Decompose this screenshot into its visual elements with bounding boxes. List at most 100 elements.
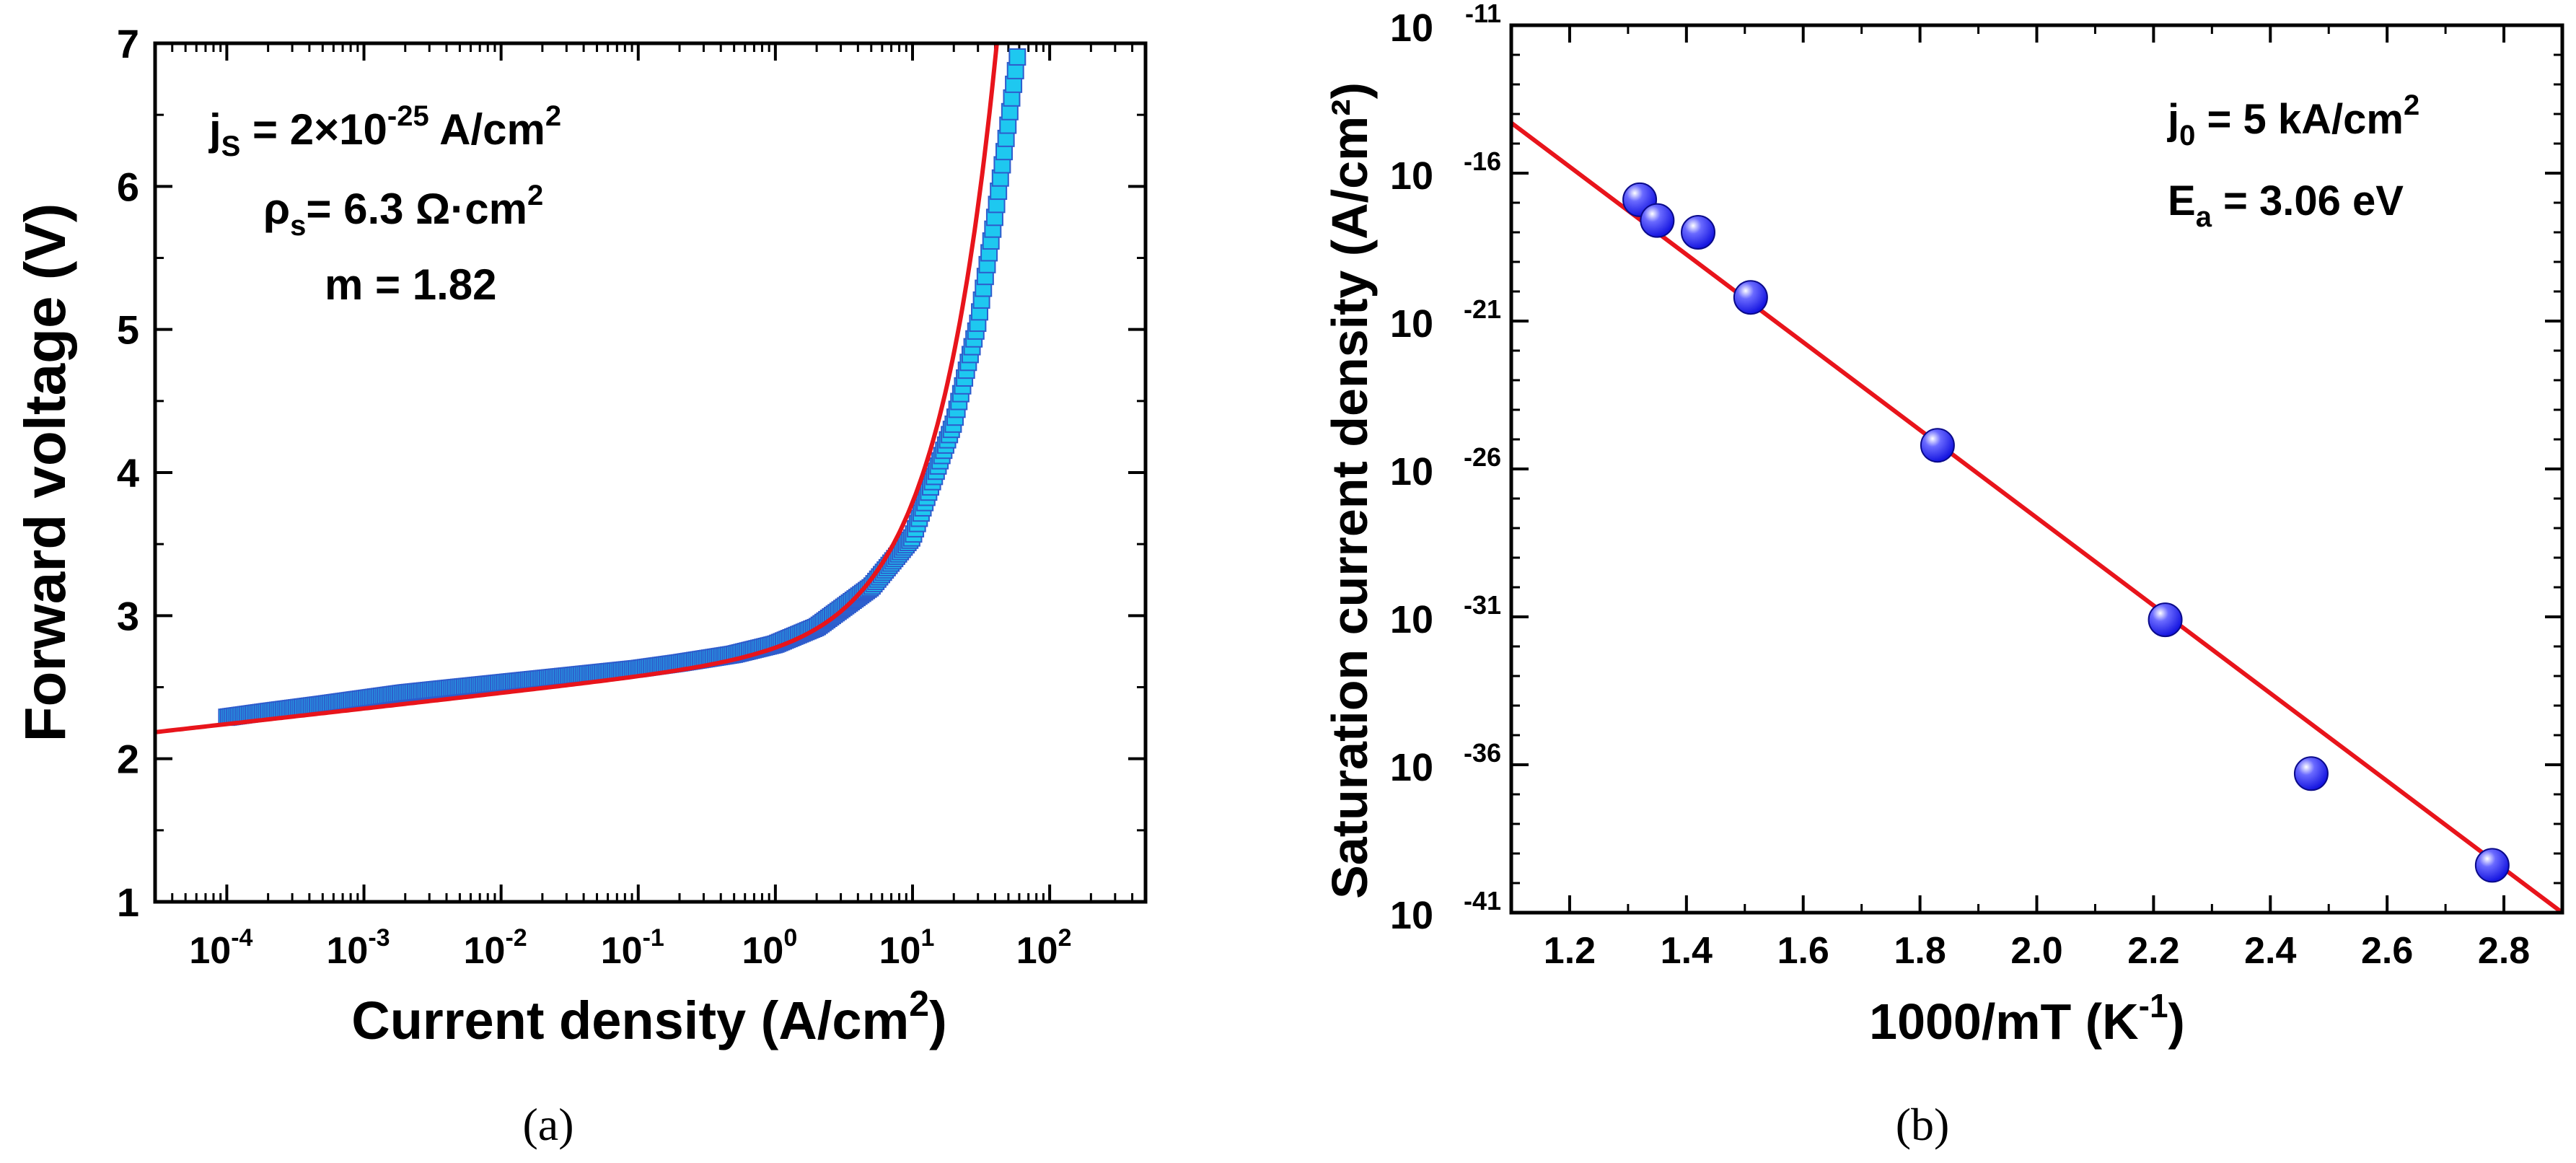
x-title-main: 1000/mT (K	[1869, 993, 2138, 1050]
annotation-js: jS = 2×10-25 A/cm2	[208, 100, 561, 162]
y-tick-exp: -41	[1464, 886, 1501, 916]
x-tick-label: 2.2	[2127, 930, 2179, 972]
y-tick-label: 5	[117, 307, 139, 353]
x-tick-base: 10	[742, 930, 783, 972]
x-tick-exp: 0	[783, 924, 797, 952]
annot-sup: 2	[527, 180, 543, 211]
x-tick-label: 101	[879, 924, 935, 972]
annotation-rho: ρs= 6.3 Ω·cm2	[263, 180, 543, 242]
x-tick-base: 10	[879, 930, 921, 972]
y-tick-base: 10	[1390, 154, 1433, 198]
annot-rest: = 2×10	[240, 105, 387, 154]
annot-rest: = 3.06 eV	[2212, 177, 2404, 224]
annot-main: j	[208, 105, 221, 154]
y-axis-title-b: Saturation current density (A/cm²)	[1322, 82, 1378, 899]
annot-sub: 0	[2179, 120, 2195, 152]
y-tick-base: 10	[1390, 302, 1433, 346]
panel-b: 1.2 1.4 1.6 1.8 2.0 2.2 2.4 2.6 2.8 10 -11 10 -16 10 -…	[1322, 0, 2564, 1150]
y-tick-label: 3	[117, 593, 139, 638]
x-tick-base: 10	[326, 930, 368, 972]
annot-main: ρ	[263, 185, 290, 233]
measured-series	[155, 43, 1027, 734]
x-tick-exp: -2	[505, 924, 527, 952]
x-tick-base: 10	[1016, 930, 1058, 972]
x-tick-label: 2.8	[2478, 930, 2530, 972]
x-title-sup: 2	[909, 983, 929, 1024]
annot-sup2: 2	[545, 100, 561, 132]
x-tick-label: 100	[742, 924, 797, 972]
data-marker	[1008, 48, 1027, 66]
x-tick-label: 10-2	[464, 924, 527, 972]
caption-b: (b)	[1896, 1099, 1950, 1150]
x-tick-exp: -3	[368, 924, 390, 952]
x-tick-label: 1.2	[1544, 930, 1596, 972]
fit-line	[155, 43, 999, 734]
y-tick-label: 2	[117, 737, 139, 782]
y-tick-label: 6	[117, 164, 139, 209]
annot-main: E	[2168, 177, 2196, 224]
plot-area-b	[1511, 120, 2562, 913]
data-point	[1733, 280, 1768, 315]
x-tick-label: 10-3	[326, 924, 390, 972]
x-axis-title-b: 1000/mT (K-1)	[1869, 987, 2185, 1050]
y-tick-label: 10	[1390, 6, 1433, 50]
data-point	[2148, 602, 2183, 638]
y-tick-base: 10	[1390, 894, 1433, 937]
y-tick-label: 10	[1390, 894, 1433, 937]
annot-sub: a	[2196, 201, 2212, 233]
x-title-end: )	[929, 991, 947, 1050]
x-tick-label: 1.8	[1894, 930, 1946, 972]
y-tick-exp: -26	[1464, 442, 1501, 472]
x-tick-label: 2.6	[2361, 930, 2413, 972]
y-tick-label: 10	[1390, 450, 1433, 493]
annot-sub: S	[221, 131, 241, 162]
x-tick-label: 1.6	[1777, 930, 1829, 972]
x-tick-label: 10-4	[189, 924, 252, 972]
x-tick-exp: 1	[920, 924, 934, 952]
y-tick-label: 7	[117, 21, 139, 66]
y-tick-base: 10	[1390, 598, 1433, 641]
x-tick-exp: -4	[231, 924, 252, 952]
annot-rest: = 6.3 Ω·cm	[306, 185, 527, 233]
y-tick-base: 10	[1390, 6, 1433, 50]
x-title-end: )	[2168, 993, 2185, 1050]
y-tick-exp: -16	[1464, 146, 1501, 176]
annotation-m: m = 1.82	[325, 260, 497, 309]
y-tick-label: 1	[117, 879, 139, 925]
caption-a: (a)	[522, 1099, 573, 1150]
y-tick-label: 10	[1390, 302, 1433, 346]
x-tick-label: 10-1	[601, 924, 664, 972]
annotation-ea: Ea = 3.06 eV	[2168, 177, 2404, 233]
y-tick-label: 10	[1390, 746, 1433, 789]
y-tick-exp: -21	[1464, 294, 1501, 324]
x-axis-title-a: Current density (A/cm2)	[351, 983, 947, 1050]
annotation-j0: j0 = 5 kA/cm2	[2167, 89, 2419, 152]
y-tick-label: 10	[1390, 154, 1433, 198]
fit-line	[1511, 120, 2562, 913]
plot-frame-a	[153, 41, 1148, 904]
data-point	[1681, 215, 1716, 250]
annot-sup: 2	[2404, 89, 2419, 121]
annot-rest: = 5 kA/cm	[2195, 96, 2404, 143]
x-tick-label: 1.4	[1661, 930, 1713, 972]
x-tick-base: 10	[189, 930, 231, 972]
data-point	[2474, 848, 2510, 883]
y-tick-base: 10	[1390, 450, 1433, 493]
data-point	[2293, 756, 2329, 791]
x-tick-label: 102	[1016, 924, 1072, 972]
y-tick-exp: -36	[1464, 738, 1501, 768]
data-point	[1920, 428, 1955, 463]
x-tick-label: 2.0	[2010, 930, 2062, 972]
x-tick-exp: -1	[643, 924, 664, 952]
x-title-sup: -1	[2139, 987, 2168, 1024]
x-tick-label: 2.4	[2244, 930, 2296, 972]
x-tick-exp: 2	[1058, 924, 1072, 952]
y-tick-label: 4	[117, 450, 139, 496]
annot-rest2: A/cm	[429, 105, 545, 154]
annot-main: j	[2167, 96, 2179, 143]
y-tick-label: 10	[1390, 598, 1433, 641]
x-tick-base: 10	[601, 930, 643, 972]
x-title-main: Current density (A/cm	[351, 991, 909, 1050]
data-point	[1640, 203, 1675, 238]
